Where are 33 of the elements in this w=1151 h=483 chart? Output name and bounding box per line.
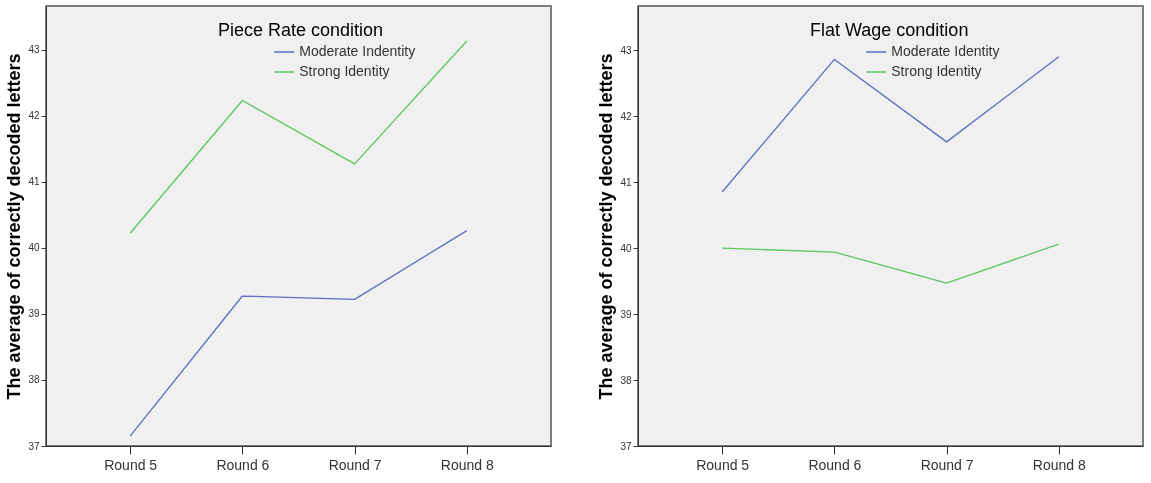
y-tick-label: 42	[28, 110, 40, 122]
y-tick-label: 39	[28, 308, 40, 320]
x-tick-label: Round 5	[104, 456, 158, 473]
legend-label: Strong Identity	[299, 63, 390, 79]
x-tick-label: Round 6	[808, 456, 862, 473]
y-tick-label: 41	[28, 176, 40, 188]
legend-label: Moderate Indentity	[299, 43, 416, 59]
x-tick-label: Round 5	[696, 456, 750, 473]
y-tick-label: 43	[620, 44, 632, 56]
legend-label: Strong Identity	[891, 63, 982, 79]
x-tick-label: Round 7	[328, 456, 382, 473]
y-tick-label: 38	[620, 374, 632, 386]
text: Flat Wage condition	[809, 20, 969, 40]
y-tick-label: 42	[620, 110, 632, 122]
y-tick-label: 37	[28, 440, 40, 452]
y-axis-title: The average of correctly decoded letters	[596, 53, 617, 400]
y-axis-title: The average of correctly decoded letters	[4, 53, 25, 400]
y-tick-label: 43	[28, 44, 40, 56]
x-tick-label: Round 8	[1032, 456, 1087, 473]
y-tick-label: 39	[620, 308, 632, 320]
y-tick-label: 40	[28, 242, 40, 254]
x-tick-label: Round 8	[440, 456, 495, 473]
x-tick-label: Round 7	[920, 456, 974, 473]
line-series	[129, 229, 468, 437]
y-tick-label: 38	[28, 374, 40, 386]
y-tick-label: 40	[620, 242, 632, 254]
x-tick-label: Round 6	[216, 456, 270, 473]
line-series	[129, 40, 468, 234]
text: Piece Rate condition	[217, 20, 384, 40]
y-tick-label: 37	[620, 440, 632, 452]
line-series	[721, 243, 1060, 284]
y-tick-label: 41	[620, 176, 632, 188]
legend-label: Moderate Identity	[891, 43, 1000, 59]
